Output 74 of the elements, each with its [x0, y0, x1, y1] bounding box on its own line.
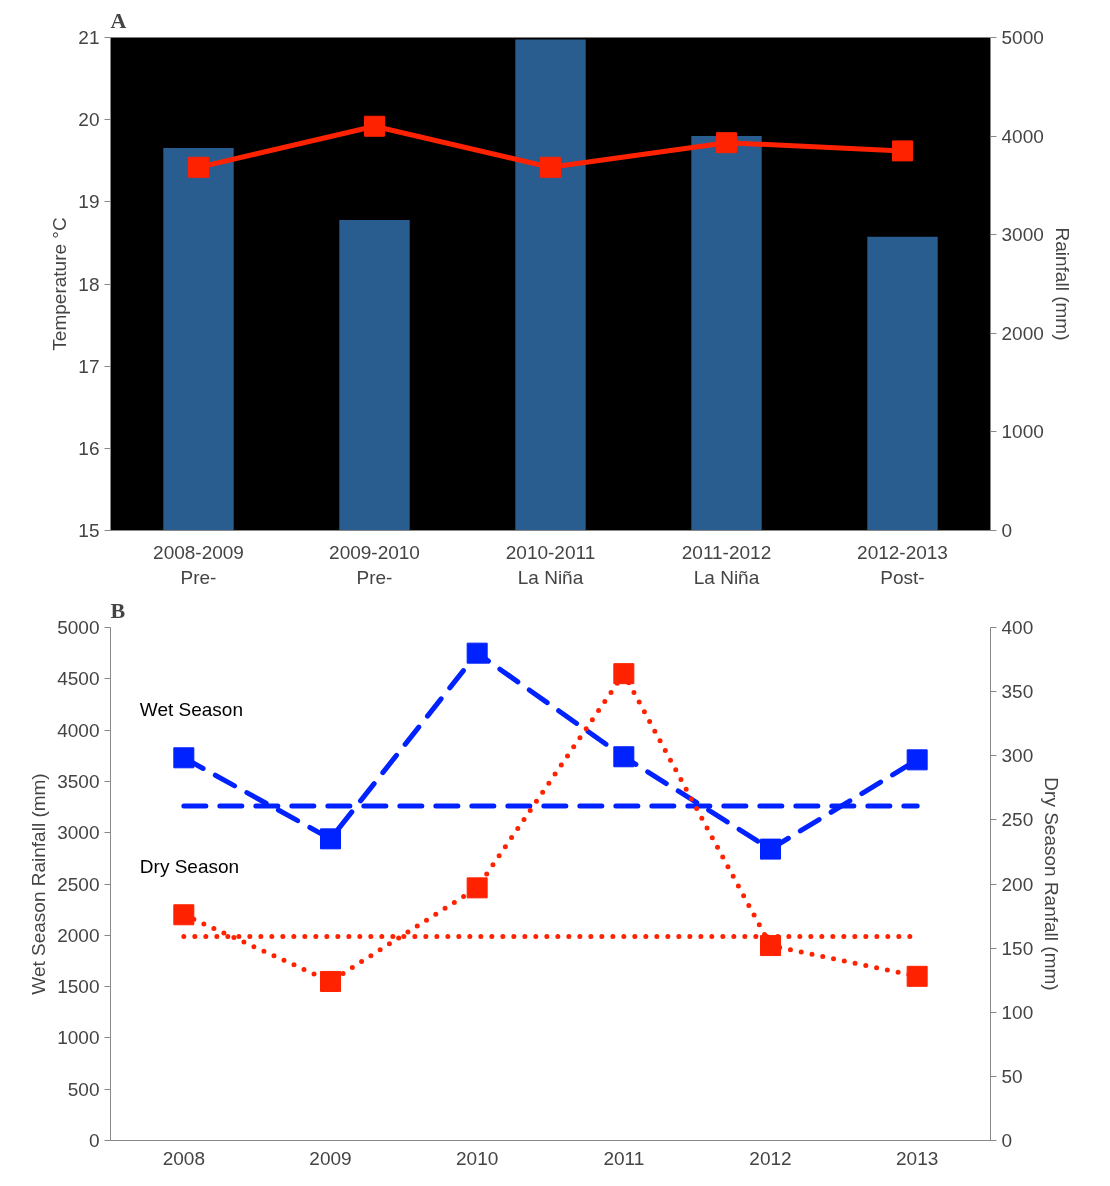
x-tick-label: 2011-2012 La Niña [681, 541, 772, 588]
x-tick-label: 2010-2011 La Niña [505, 541, 596, 588]
y-tick-label: 3000 [57, 822, 100, 844]
point [716, 132, 737, 154]
y2-tick-label: 400 [1001, 617, 1034, 638]
point [364, 115, 385, 137]
y2-tick-label: 100 [1001, 1001, 1034, 1023]
y-tick-label: 17 [78, 355, 100, 377]
x-tick-label: 2013 [896, 1147, 939, 1169]
y-tick-label: 3500 [57, 770, 100, 792]
y2-tick-label: 0 [1001, 520, 1013, 541]
text: Dry Season [139, 855, 240, 877]
y-axis-title: Temperature °C [49, 217, 71, 351]
point [760, 935, 781, 957]
y-tick-label: 5000 [57, 617, 100, 638]
point [760, 838, 781, 860]
bar [339, 219, 410, 531]
point [613, 663, 635, 685]
chart-title: B [110, 597, 126, 623]
x-tick-label: 2008 [162, 1147, 205, 1169]
y2-tick-label: 50 [1001, 1065, 1023, 1087]
y2-tick-label: 5000 [1001, 27, 1044, 48]
x-tick-label: 2009-2010 Pre- [329, 541, 420, 588]
y-tick-label: 0 [88, 1130, 100, 1151]
y2-tick-label: 300 [1001, 745, 1034, 767]
x-tick-label: 2011 [603, 1147, 645, 1169]
point [188, 156, 209, 178]
y2-axis-title: Dry Season Ranfall (mm) [1041, 777, 1063, 991]
y-tick-label: 16 [78, 437, 100, 459]
x-tick-label: 2012 [749, 1147, 792, 1169]
y-tick-label: 2500 [57, 873, 100, 895]
y2-tick-label: 200 [1001, 873, 1034, 895]
y2-axis-title: Rainfall (mm) [1051, 227, 1073, 341]
point [906, 749, 928, 771]
point [906, 965, 928, 987]
y2-tick-label: 3000 [1001, 224, 1044, 246]
y-tick-label: 1500 [57, 976, 100, 998]
x-tick-label: 2009 [309, 1147, 352, 1169]
point [173, 904, 195, 926]
point [320, 970, 341, 992]
y2-tick-label: 350 [1001, 681, 1034, 703]
y-tick-label: 21 [78, 27, 100, 48]
bar [691, 136, 762, 531]
y-tick-label: 18 [78, 273, 100, 295]
point [173, 747, 195, 769]
x-tick-label: 2008-2009 Pre- [153, 541, 244, 588]
y-axis-title: Wet Season Rainfall (mm) [28, 773, 50, 995]
y-tick-label: 4000 [57, 719, 100, 741]
bar [163, 147, 234, 531]
text: Wet Season [139, 698, 243, 720]
chart-title: A [110, 7, 127, 33]
point [540, 156, 561, 178]
x-tick-label: 2012-2013 Post- [857, 541, 948, 588]
point [466, 877, 488, 899]
y-tick-label: 4500 [57, 668, 100, 690]
y-tick-label: 500 [67, 1078, 100, 1100]
point [613, 746, 635, 768]
y-tick-label: 15 [78, 520, 100, 541]
y2-tick-label: 250 [1001, 809, 1034, 831]
y-tick-label: 1000 [57, 1027, 100, 1049]
y2-tick-label: 150 [1001, 937, 1034, 959]
point [892, 140, 913, 162]
y2-tick-label: 1000 [1001, 421, 1044, 443]
y-tick-label: 20 [78, 109, 100, 131]
bar [515, 39, 586, 531]
point [466, 642, 488, 664]
y2-tick-label: 2000 [1001, 322, 1044, 344]
y-tick-label: 19 [78, 191, 100, 213]
y-tick-label: 2000 [57, 924, 100, 946]
bar [867, 236, 938, 531]
y2-tick-label: 4000 [1001, 125, 1044, 147]
y2-tick-label: 0 [1001, 1130, 1013, 1151]
x-tick-label: 2010 [456, 1147, 499, 1169]
point [320, 828, 341, 850]
